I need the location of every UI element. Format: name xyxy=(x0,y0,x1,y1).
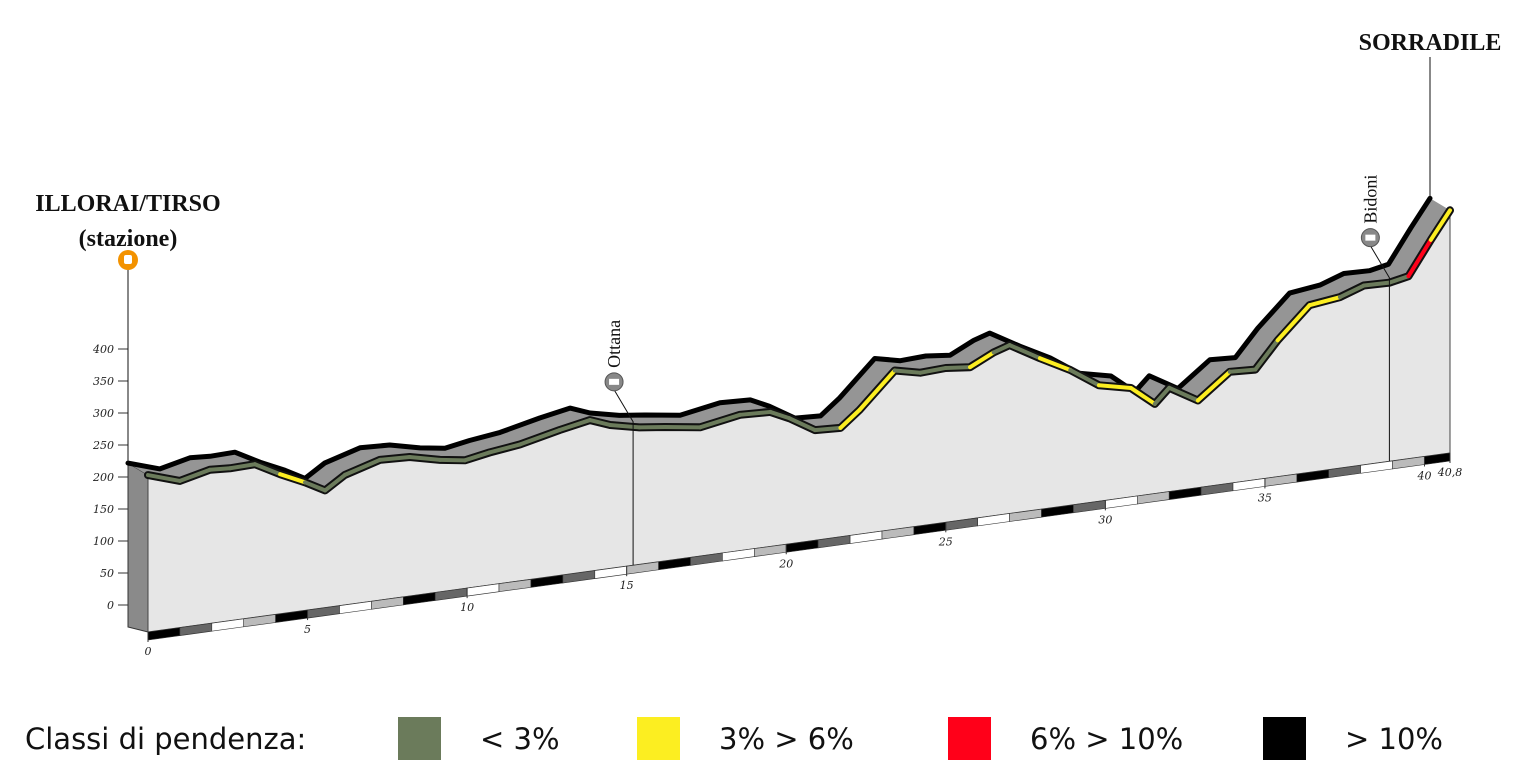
slope-segment xyxy=(252,462,283,477)
x-tick-label: 0 xyxy=(145,645,152,658)
y-tick-label: 0 xyxy=(107,599,114,612)
slope-segment xyxy=(377,455,412,462)
slope-segment xyxy=(1275,303,1312,343)
slope-segment xyxy=(1167,385,1200,403)
slope-segment xyxy=(1152,385,1172,406)
y-tick-label: 50 xyxy=(100,567,114,580)
y-tick-label: 300 xyxy=(93,407,114,420)
legend-swatch xyxy=(1263,717,1306,760)
legend-label: 6% > 10% xyxy=(1030,722,1183,756)
slope-segment xyxy=(698,412,742,430)
place-label: SORRADILE xyxy=(1359,30,1502,56)
slope-segment xyxy=(342,457,382,477)
slope-segment xyxy=(1406,237,1433,279)
slope-segment xyxy=(487,442,523,455)
slope-segment xyxy=(1307,295,1342,308)
slope-segment xyxy=(968,350,996,370)
bus-icon-glyph xyxy=(124,255,132,264)
slope-segment xyxy=(1361,280,1392,288)
slope-segment xyxy=(1007,343,1042,361)
x-tick-label: 15 xyxy=(620,579,634,592)
slope-segment xyxy=(207,466,233,472)
slope-segment xyxy=(892,368,923,375)
legend-swatch xyxy=(398,717,441,760)
slope-segment xyxy=(462,450,492,463)
x-tick-label: 20 xyxy=(778,557,793,570)
slope-segment xyxy=(278,472,308,485)
x-tick-label: 5 xyxy=(304,623,311,636)
y-tick-label: 150 xyxy=(93,503,114,516)
slope-segment xyxy=(146,473,182,483)
x-tick-label: 10 xyxy=(460,601,474,614)
x-tick-label: 40,8 xyxy=(1437,466,1463,479)
legend-title: Classi di pendenza: xyxy=(25,722,306,756)
slope-segment xyxy=(787,416,817,433)
left-wall xyxy=(127,462,149,633)
town-label: Ottana xyxy=(604,320,624,368)
town-icon-glyph xyxy=(1365,234,1376,241)
legend-label: > 10% xyxy=(1345,722,1443,756)
slope-segment xyxy=(838,407,862,430)
legend-swatch xyxy=(948,717,991,760)
slope-segment xyxy=(1128,385,1157,406)
slope-segment xyxy=(1096,383,1133,390)
y-tick-label: 250 xyxy=(92,439,114,452)
town-label: Bidoni xyxy=(1360,175,1380,224)
slope-segment xyxy=(323,472,347,493)
slope-segment xyxy=(228,462,257,471)
slope-segment xyxy=(557,418,592,433)
x-tick-label: 40 xyxy=(1416,470,1431,483)
slope-segment xyxy=(1387,274,1411,285)
legend-label: 3% > 6% xyxy=(719,722,854,756)
y-tick-label: 100 xyxy=(93,535,114,548)
legend-label: < 3% xyxy=(480,722,560,756)
slope-segment xyxy=(1253,338,1280,372)
slope-segment xyxy=(1037,356,1073,373)
slope-segment xyxy=(608,422,642,430)
place-label: ILLORAI/TIRSO xyxy=(35,191,220,217)
legend-swatch xyxy=(637,717,680,760)
x-tick-label: 30 xyxy=(1098,513,1112,526)
slope-segment xyxy=(943,365,973,370)
y-tick-label: 400 xyxy=(92,343,114,356)
slope-segment xyxy=(1337,283,1366,300)
slope-segment xyxy=(1195,369,1232,403)
slope-segment xyxy=(857,368,897,412)
slope-segment xyxy=(587,418,613,427)
x-tick-label: 35 xyxy=(1258,491,1272,504)
x-tick-label: 25 xyxy=(938,535,953,548)
slope-segment xyxy=(991,343,1012,355)
y-tick-label: 350 xyxy=(93,375,114,388)
slope-segment xyxy=(768,409,792,421)
slope-segment xyxy=(303,480,328,493)
slope-segment xyxy=(737,409,773,417)
slope-segment xyxy=(812,425,843,433)
place-sublabel: (stazione) xyxy=(79,226,178,252)
slope-segment xyxy=(1068,368,1101,388)
back-profile xyxy=(125,195,1433,481)
town-icon-glyph xyxy=(609,378,620,385)
slope-segment xyxy=(1428,208,1452,242)
slope-segment xyxy=(1227,367,1258,374)
slope-segment xyxy=(407,455,442,462)
slope-segment xyxy=(177,467,212,483)
place-pole xyxy=(613,389,634,566)
slope-segment xyxy=(918,365,948,375)
slope-segment xyxy=(518,428,562,447)
place-pole xyxy=(1369,245,1390,462)
y-tick-label: 200 xyxy=(92,471,114,484)
